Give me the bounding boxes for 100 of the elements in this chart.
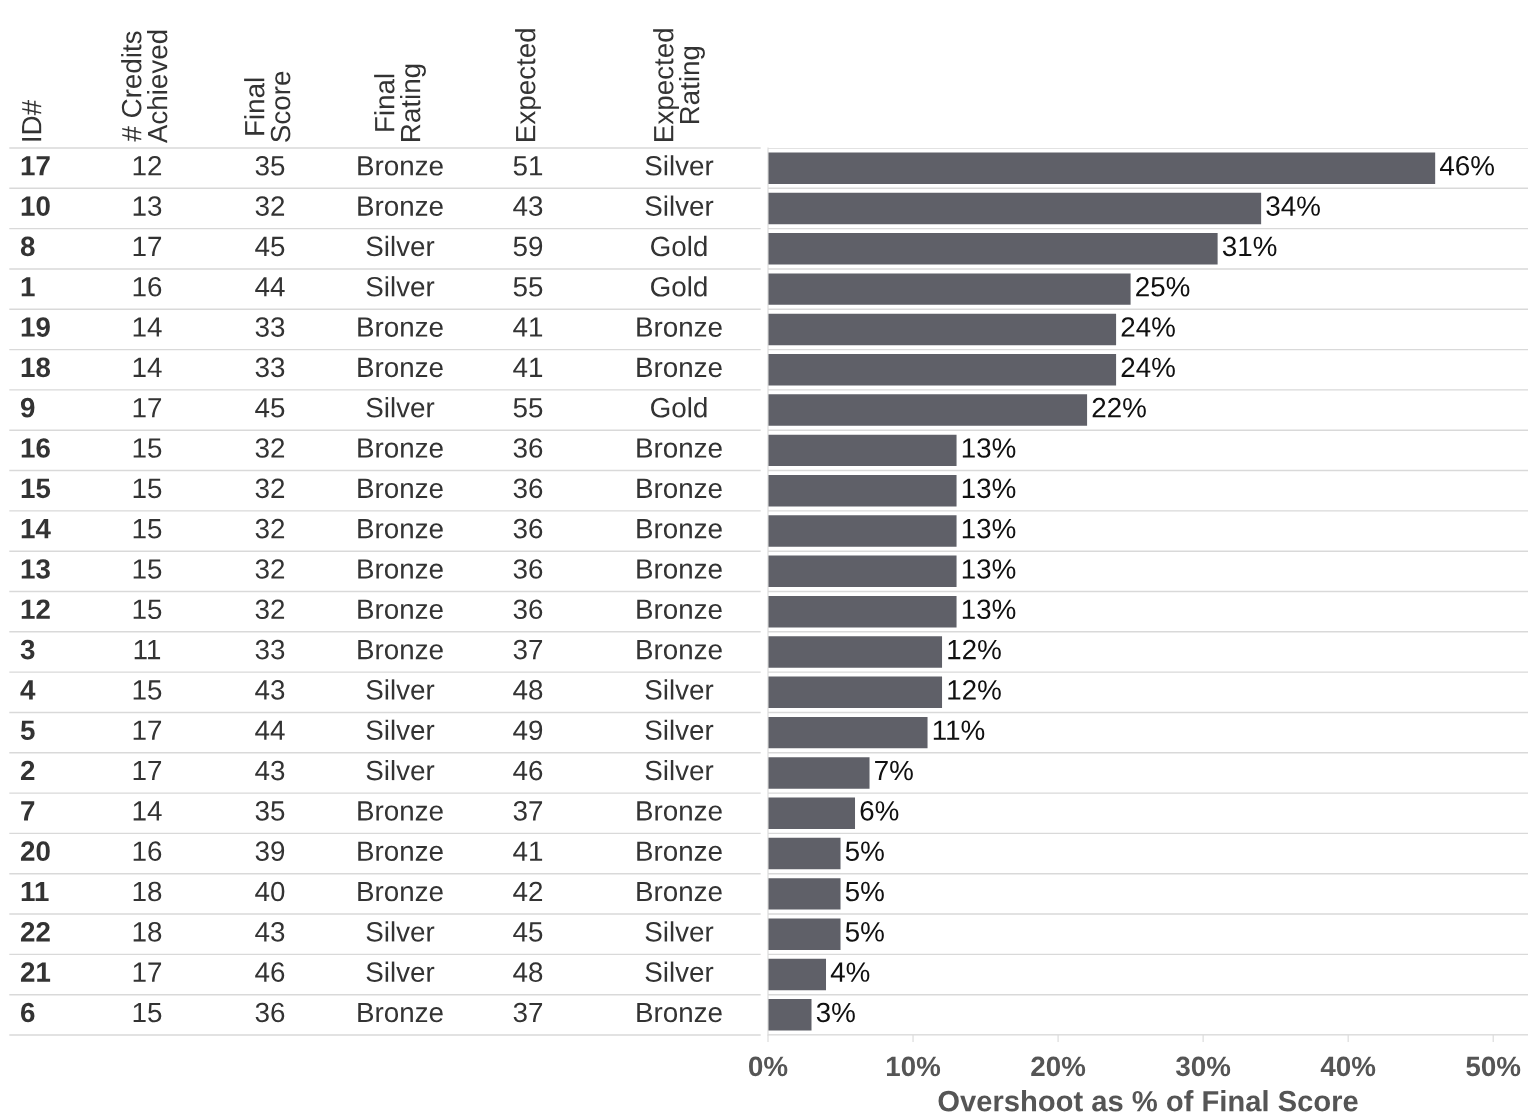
data-label: 6% [860,801,899,821]
text: Silver [366,921,435,942]
text: Silver [366,759,435,781]
text: Bronze [637,599,722,620]
data-label: 5% [845,922,884,942]
text: Silver [645,155,714,176]
text: 18 [133,921,162,942]
text: 36 [255,1002,285,1023]
data-label: 7% [875,760,913,781]
text: 36 [513,478,543,499]
x-tick-label: 0% [749,1056,788,1077]
text: 3 [20,639,35,660]
bar [768,636,943,668]
text: 17 [133,962,162,982]
text: 43 [255,680,285,700]
data-label: 25% [1136,276,1190,297]
text: 1 [21,277,35,297]
text: 17 [133,398,162,418]
text: 16 [133,841,162,862]
text: 17 [21,156,50,176]
text: 17 [133,720,162,740]
data-label: 31% [1222,236,1277,257]
data-label: 5% [845,881,884,902]
text: 16 [21,438,50,458]
text: Bronze [358,156,443,176]
x-tick-label: 40% [1320,1056,1376,1077]
text: Bronze [358,438,443,458]
text: 12 [21,599,50,619]
text: Bronze [358,640,443,660]
text: Bronze [637,519,722,539]
bar [768,273,1131,305]
text: 41 [513,357,543,377]
text: Silver [366,276,435,297]
category-label: Expected Rating [653,29,705,141]
data-label: 12% [948,680,1001,700]
bar [768,354,1117,386]
data-label: 11% [933,720,985,740]
text: 36 [513,559,543,579]
text: 36 [513,599,543,620]
text: 55 [513,398,543,418]
text: 15 [133,1002,162,1023]
bar [768,515,957,547]
text: Bronze [358,599,443,620]
text: Bronze [637,317,722,337]
bar [768,837,841,870]
text: Bronze [358,478,443,499]
text: 59 [513,236,543,257]
text: 46 [255,962,285,982]
category-label: Final Rating [374,64,426,141]
text: 39 [255,841,285,862]
data-label: 4% [830,962,870,982]
text: 13 [133,196,162,216]
text: 40 [255,881,285,902]
bar [768,434,957,467]
text: 14 [133,317,162,337]
text: 15 [133,680,162,700]
bar [768,716,928,749]
text: 46 [513,760,543,781]
text: 13 [21,559,50,579]
text: 37 [513,639,543,660]
text: 8 [20,236,35,257]
data-label: 24% [1121,357,1175,378]
text: Bronze [358,317,443,337]
text: 43 [513,196,543,216]
text: 5 [20,720,35,741]
category-label: ID# [22,100,42,141]
text: 6 [21,1002,35,1023]
text: 33 [255,317,285,337]
bar [768,192,1262,225]
bar [768,152,1436,184]
text: 15 [133,599,162,620]
text: Bronze [637,478,722,499]
data-label: 13% [962,599,1016,620]
bar [768,797,856,829]
text: 17 [133,761,162,781]
bar [768,918,841,950]
text: Silver [645,759,714,781]
data-label: 13% [962,478,1016,499]
text: Silver [645,961,714,982]
text: 55 [513,277,543,297]
bar [768,878,841,910]
bar [768,676,943,709]
text: 33 [255,639,285,660]
category-label: Expected [515,29,541,141]
text: 36 [513,438,543,458]
data-label: 34% [1266,196,1320,216]
data-label: 12% [948,639,1001,660]
text: Gold [651,235,707,257]
data-label: 13% [962,518,1016,539]
text: 51 [513,156,543,176]
category-label: Final Score [244,71,291,142]
bar [768,474,957,507]
x-tick-label: 30% [1175,1056,1231,1077]
text: 14 [133,357,162,377]
text: 14 [21,519,51,539]
text: 32 [255,518,285,539]
category-label: # Credits Achieved [121,30,168,144]
text: 4 [20,680,36,700]
x-axis-title: Overshoot as % of Final Score [938,1090,1358,1112]
text: 48 [513,962,543,982]
